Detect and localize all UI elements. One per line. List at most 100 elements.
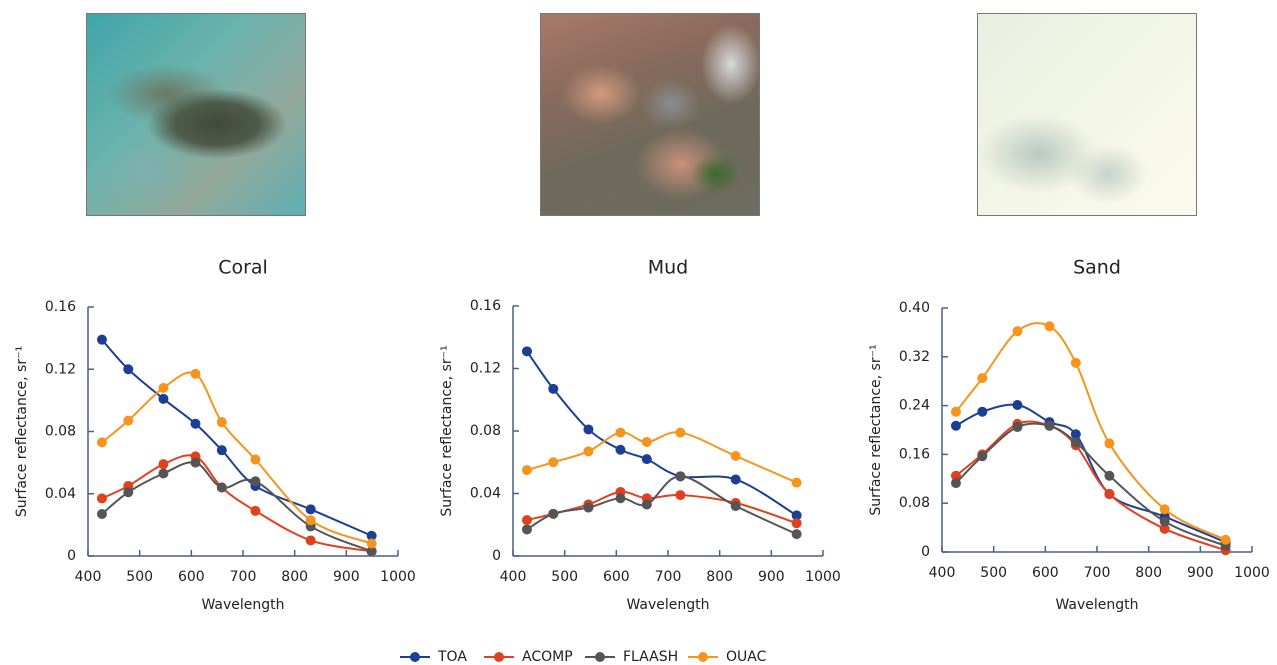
y-tick-label: 0.08 (899, 495, 930, 511)
x-tick-label: 600 (603, 569, 630, 585)
x-tick-label: 1000 (380, 569, 416, 585)
x-tick-label: 700 (655, 569, 682, 585)
y-tick-label: 0.16 (45, 299, 76, 315)
y-tick-label: 0.08 (45, 424, 76, 440)
y-axis-label: Surface reflectance, sr⁻¹ (868, 344, 884, 515)
y-axis-label: Surface reflectance, sr⁻¹ (439, 345, 455, 516)
data-point (96, 493, 107, 504)
x-tick-label: 400 (929, 565, 956, 581)
data-point (158, 382, 169, 393)
data-point (521, 515, 532, 526)
data-point (96, 437, 107, 448)
x-tick-label: 800 (706, 569, 733, 585)
data-point (1044, 420, 1055, 431)
x-tick-label: 500 (126, 569, 153, 585)
x-axis-label: Wavelength (201, 597, 284, 613)
y-tick-label: 0.08 (470, 423, 501, 439)
data-point (123, 364, 134, 375)
data-point (1012, 421, 1023, 432)
legend-label: ACOMP (522, 649, 573, 665)
data-point (305, 535, 316, 546)
y-tick-label: 0.12 (470, 361, 501, 377)
data-point (250, 454, 261, 465)
coral-image (86, 13, 306, 216)
data-point (1220, 534, 1231, 545)
data-point (791, 529, 802, 540)
chart-title: Mud (648, 257, 689, 279)
data-point (123, 415, 134, 426)
data-point (190, 457, 201, 468)
data-point (583, 502, 594, 513)
data-point (950, 420, 961, 431)
series-line (101, 461, 373, 553)
data-point (366, 546, 377, 557)
data-point (615, 493, 626, 504)
data-point (216, 417, 227, 428)
data-point (1044, 321, 1055, 332)
data-point (641, 499, 652, 510)
data-point (158, 468, 169, 479)
y-tick-label: 0.32 (899, 349, 930, 365)
data-point (548, 383, 559, 394)
data-point (216, 445, 227, 456)
data-point (521, 524, 532, 535)
data-point (615, 444, 626, 455)
y-tick-label: 0 (67, 548, 76, 564)
y-tick-label: 0.16 (899, 446, 930, 462)
legend-marker (410, 652, 420, 662)
data-point (641, 454, 652, 465)
x-tick-label: 500 (980, 565, 1007, 581)
y-tick-label: 0.16 (470, 298, 501, 314)
data-point (791, 477, 802, 488)
data-point (1104, 438, 1115, 449)
data-point (158, 393, 169, 404)
y-tick-label: 0.12 (45, 361, 76, 377)
legend-marker (595, 652, 605, 662)
data-point (1012, 326, 1023, 337)
data-point (123, 487, 134, 498)
chart-title: Sand (1073, 257, 1121, 279)
legend-label: OUAC (726, 649, 767, 665)
y-axis-label: Surface reflectance, sr⁻¹ (14, 346, 30, 517)
data-point (791, 518, 802, 529)
x-tick-label: 800 (1135, 565, 1162, 581)
data-point (521, 465, 532, 476)
series-line (955, 322, 1227, 541)
data-point (96, 334, 107, 345)
data-point (675, 427, 686, 438)
legend-marker (494, 652, 504, 662)
series-line (526, 490, 797, 525)
mud-image (540, 13, 760, 216)
data-point (366, 530, 377, 541)
data-point (1159, 504, 1170, 515)
chart: Mud Wavelength Surface reflectance, sr⁻¹ 0 0… (439, 257, 841, 614)
x-tick-label: 1000 (805, 569, 841, 585)
x-tick-label: 500 (551, 569, 578, 585)
y-tick-label: 0 (921, 544, 930, 560)
chart: Sand Wavelength Surface reflectance, sr⁻¹ 0… (868, 257, 1270, 614)
sand-image (977, 13, 1197, 216)
data-point (730, 501, 741, 511)
x-tick-label: 700 (1084, 565, 1111, 581)
data-point (1159, 516, 1170, 527)
legend: TOA ACOMP FLAASH OUAC (400, 649, 767, 665)
series-line (101, 339, 373, 537)
data-point (216, 482, 227, 493)
x-tick-label: 1000 (1234, 565, 1270, 581)
data-point (730, 474, 741, 485)
y-tick-label: 0.04 (45, 486, 76, 502)
data-point (250, 476, 261, 487)
data-point (730, 451, 741, 461)
data-point (305, 515, 316, 526)
y-tick-label: 0.04 (470, 486, 501, 502)
x-tick-label: 400 (500, 569, 527, 585)
data-point (1070, 437, 1081, 448)
data-point (305, 504, 316, 515)
data-point (977, 406, 988, 417)
data-point (1012, 399, 1023, 410)
data-point (1104, 489, 1115, 500)
x-tick-label: 900 (333, 569, 360, 585)
data-point (190, 418, 201, 429)
